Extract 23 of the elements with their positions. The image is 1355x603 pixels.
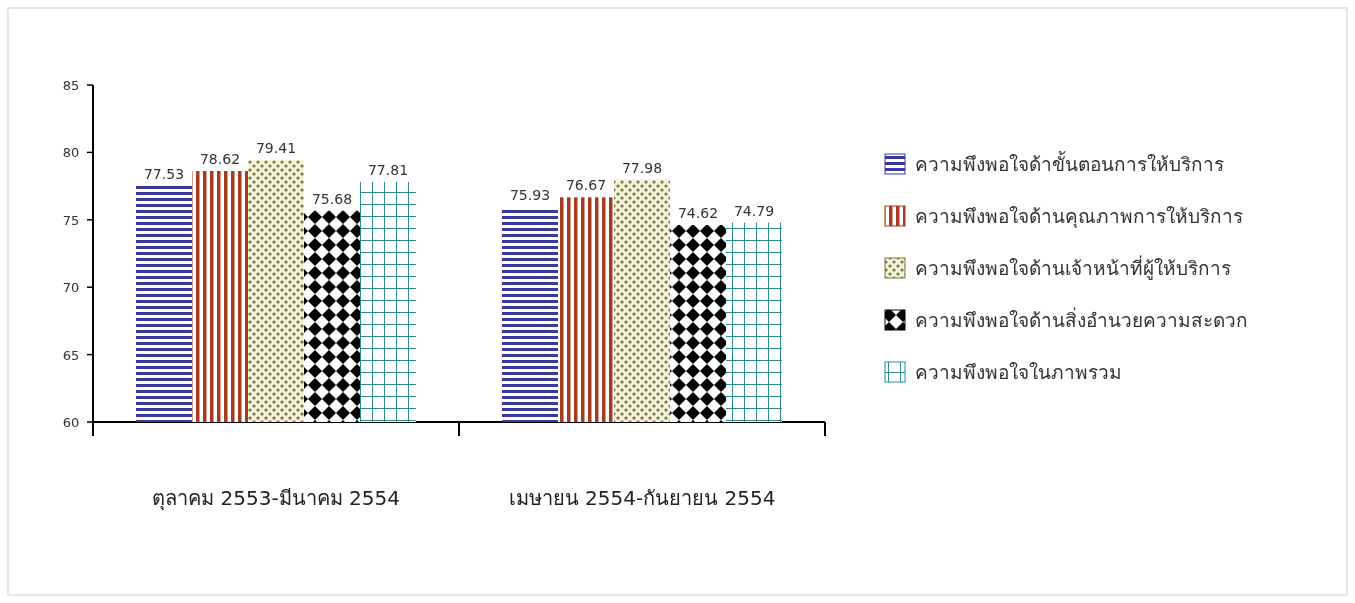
data-label: 75.93 <box>509 187 551 204</box>
legend-label: ความพึงพอใจด้านคุณภาพการให้บริการ <box>915 205 1243 229</box>
data-label: 77.53 <box>143 165 185 182</box>
y-tick-label: 80 <box>62 145 80 161</box>
legend-label: ความพึงพอใจในภาพรวม <box>915 361 1122 383</box>
data-label: 77.98 <box>621 159 663 176</box>
legend-label: ความพึงพอใจด้าขั้นตอนการให้บริการ <box>915 151 1224 175</box>
data-label: 74.62 <box>677 204 719 221</box>
data-label: 79.41 <box>255 140 297 157</box>
legend-label: ความพึงพอใจด้านเจ้าหน้าที่ผู้ให้บริการ <box>915 255 1231 280</box>
y-tick-label: 60 <box>62 415 80 430</box>
y-tick-label: 75 <box>62 212 80 228</box>
y-tick-label: 85 <box>62 78 80 93</box>
y-tick-label: 65 <box>62 347 80 363</box>
x-tick-label: เมษายน 2554-กันยายน 2554 <box>508 486 776 510</box>
data-label: 76.67 <box>565 177 607 194</box>
data-label: 75.68 <box>311 190 353 207</box>
y-tick-label: 70 <box>62 280 80 296</box>
legend-label: ความพึงพอใจด้านสิ่งอำนวยความสะดวก <box>915 307 1248 331</box>
data-label: 78.62 <box>199 151 241 167</box>
data-label: 77.81 <box>367 161 409 178</box>
data-label: 74.79 <box>733 202 775 219</box>
x-tick-label: ตุลาคม 2553-มีนาคม 2554 <box>152 486 400 511</box>
